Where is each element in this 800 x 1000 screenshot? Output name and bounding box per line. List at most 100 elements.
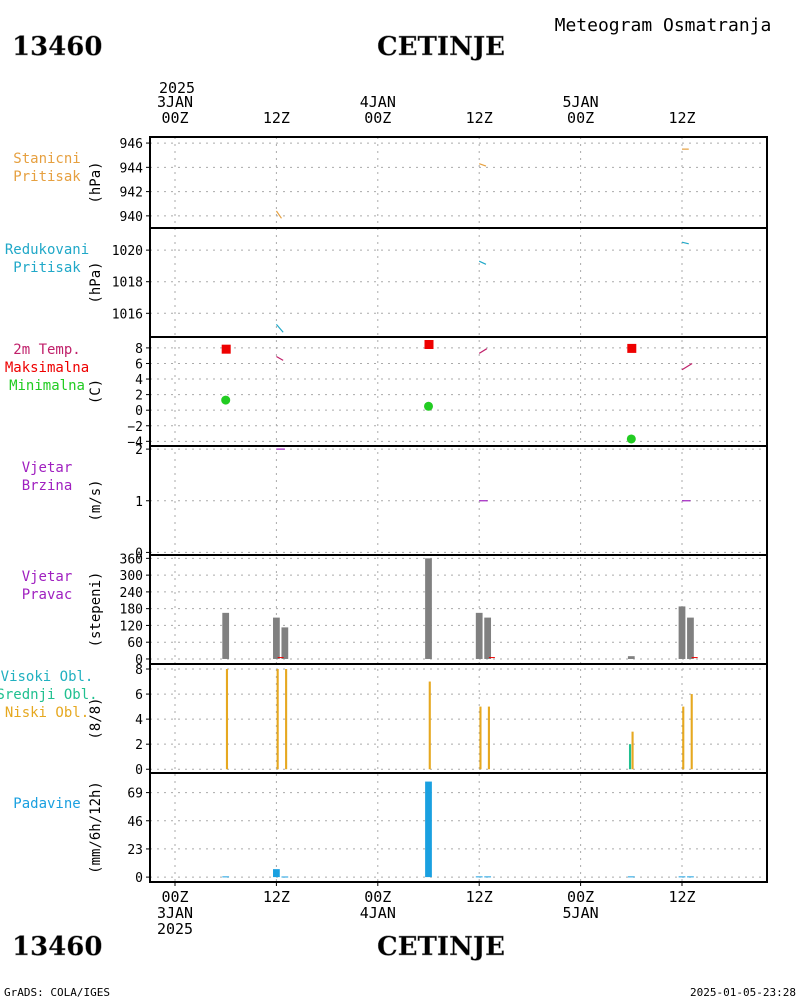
panel-label: Srednji Obl. [0,687,98,703]
panel-label: Niski Obl. [5,705,89,721]
bar [627,876,635,878]
bar [687,617,694,659]
max-marker [221,344,231,354]
bar [682,706,685,770]
time-label-top: 12Z [466,109,493,127]
bar [484,617,492,659]
y-tick-label: 300 [120,569,143,584]
time-label-top: 5JAN [563,93,599,111]
panel-frame [149,772,768,883]
time-label-bottom: 00Z [364,888,391,906]
y-tick-label: 60 [127,636,143,651]
panel-label: Pritisak [13,260,81,276]
series-line [478,260,487,265]
panel-label: Pritisak [13,169,81,185]
y-tick-label: 4 [135,373,143,388]
y-tick-label: 120 [120,619,143,634]
bar [690,694,693,770]
y-tick-label: 46 [127,815,143,830]
series-line [681,241,689,245]
y-axis-label: (stepeni) [88,572,104,648]
panel-frame [149,554,768,665]
panel-frame [149,663,768,774]
panel-redukovani: 1016 1018 1020 (hPa) Redukovani Pritisak [5,227,768,338]
time-label-top: 00Z [364,109,391,127]
panels-group: 3JAN00Z00Z3JAN202512Z12Z4JAN00Z00Z4JAN12… [0,93,768,938]
bar [487,706,490,770]
y-tick-label: 0 [135,763,143,778]
footer-credit: GrADS: COLA/IGES [4,986,110,999]
time-label-bottom: 4JAN [360,904,396,922]
y-tick-label: 6 [135,357,143,372]
panel-frame [149,136,768,229]
min-marker [626,434,636,444]
y-tick-label: 8 [135,342,143,357]
panel-label: Visoki Obl. [1,669,94,685]
time-label-top: 4JAN [360,93,396,111]
time-label-bottom: 3JAN [157,904,193,922]
y-tick-label: 4 [135,713,143,728]
series-line [478,163,487,167]
panel-label: Redukovani [5,242,89,258]
time-label-bottom: 5JAN [563,904,599,922]
y-tick-label: 23 [127,843,143,858]
y-tick-label: 180 [120,603,143,618]
bar [678,876,686,878]
y-tick-label: 942 [120,186,143,201]
y-tick-label: 1016 [112,307,143,322]
bar [273,617,280,659]
panel-label: Maksimalna [5,360,89,376]
y-axis-label: (mm/6h/12h) [88,781,104,874]
y-tick-label: 69 [127,787,143,802]
y-tick-label: 946 [120,137,143,152]
time-label-bottom: 00Z [567,888,594,906]
bar [273,869,280,878]
bar [631,731,634,770]
bar [475,612,483,659]
time-label-bottom: 12Z [466,888,493,906]
bar [281,627,289,659]
panel-label: Padavine [13,796,80,812]
panel-label: Minimalna [9,378,85,394]
y-tick-label: 0 [135,871,143,886]
series-line [275,210,282,219]
panel-frame [149,227,768,338]
footer-timestamp: 2025-01-05-23:28 [690,986,796,999]
panel-padavine: 0 23 46 69 (mm/6h/12h) Padavine [13,772,768,886]
y-tick-label: 2 [135,738,143,753]
bar [222,876,230,878]
bar [281,876,289,878]
bar [687,876,694,878]
y-tick-label: 8 [135,663,143,678]
panel-label: Pravac [22,587,73,603]
time-label-bottom: 12Z [668,888,695,906]
y-tick-label: 2 [135,443,143,458]
time-label-top: 3JAN [157,93,193,111]
max-marker [424,340,434,350]
station-name-bottom: CETINJE [377,932,505,962]
time-label-bottom: 12Z [263,888,290,906]
panel-stanicni: 940 942 944 946 (hPa) Stanicni Pritisak [13,136,768,229]
station-id-top: 13460 [12,32,102,62]
y-tick-label: 240 [120,586,143,601]
time-label-bottom: 2025 [157,920,193,938]
panel-oblaci: 0 2 4 6 8 (8/8) Visoki Obl. Srednji Obl. Niski O… [0,663,768,778]
y-tick-label: 360 [120,552,143,567]
y-tick-label: 1018 [112,276,143,291]
bar [222,612,230,659]
y-tick-label: −2 [127,420,143,435]
y-tick-label: 0 [135,653,143,668]
y-axis-label: (m/s) [88,479,104,521]
min-marker [221,395,231,405]
y-tick-label: 2 [135,389,143,404]
bar [225,669,229,770]
top-year-label: 2025 [159,79,195,97]
panel-vjetar_brzina: 0 1 2 (m/s) Vjetar Brzina [22,443,768,561]
time-label-top: 00Z [161,109,188,127]
panel-label: Brzina [22,478,73,494]
y-tick-label: 0 [135,404,143,419]
time-label-top: 00Z [567,109,594,127]
max-marker [627,343,637,353]
